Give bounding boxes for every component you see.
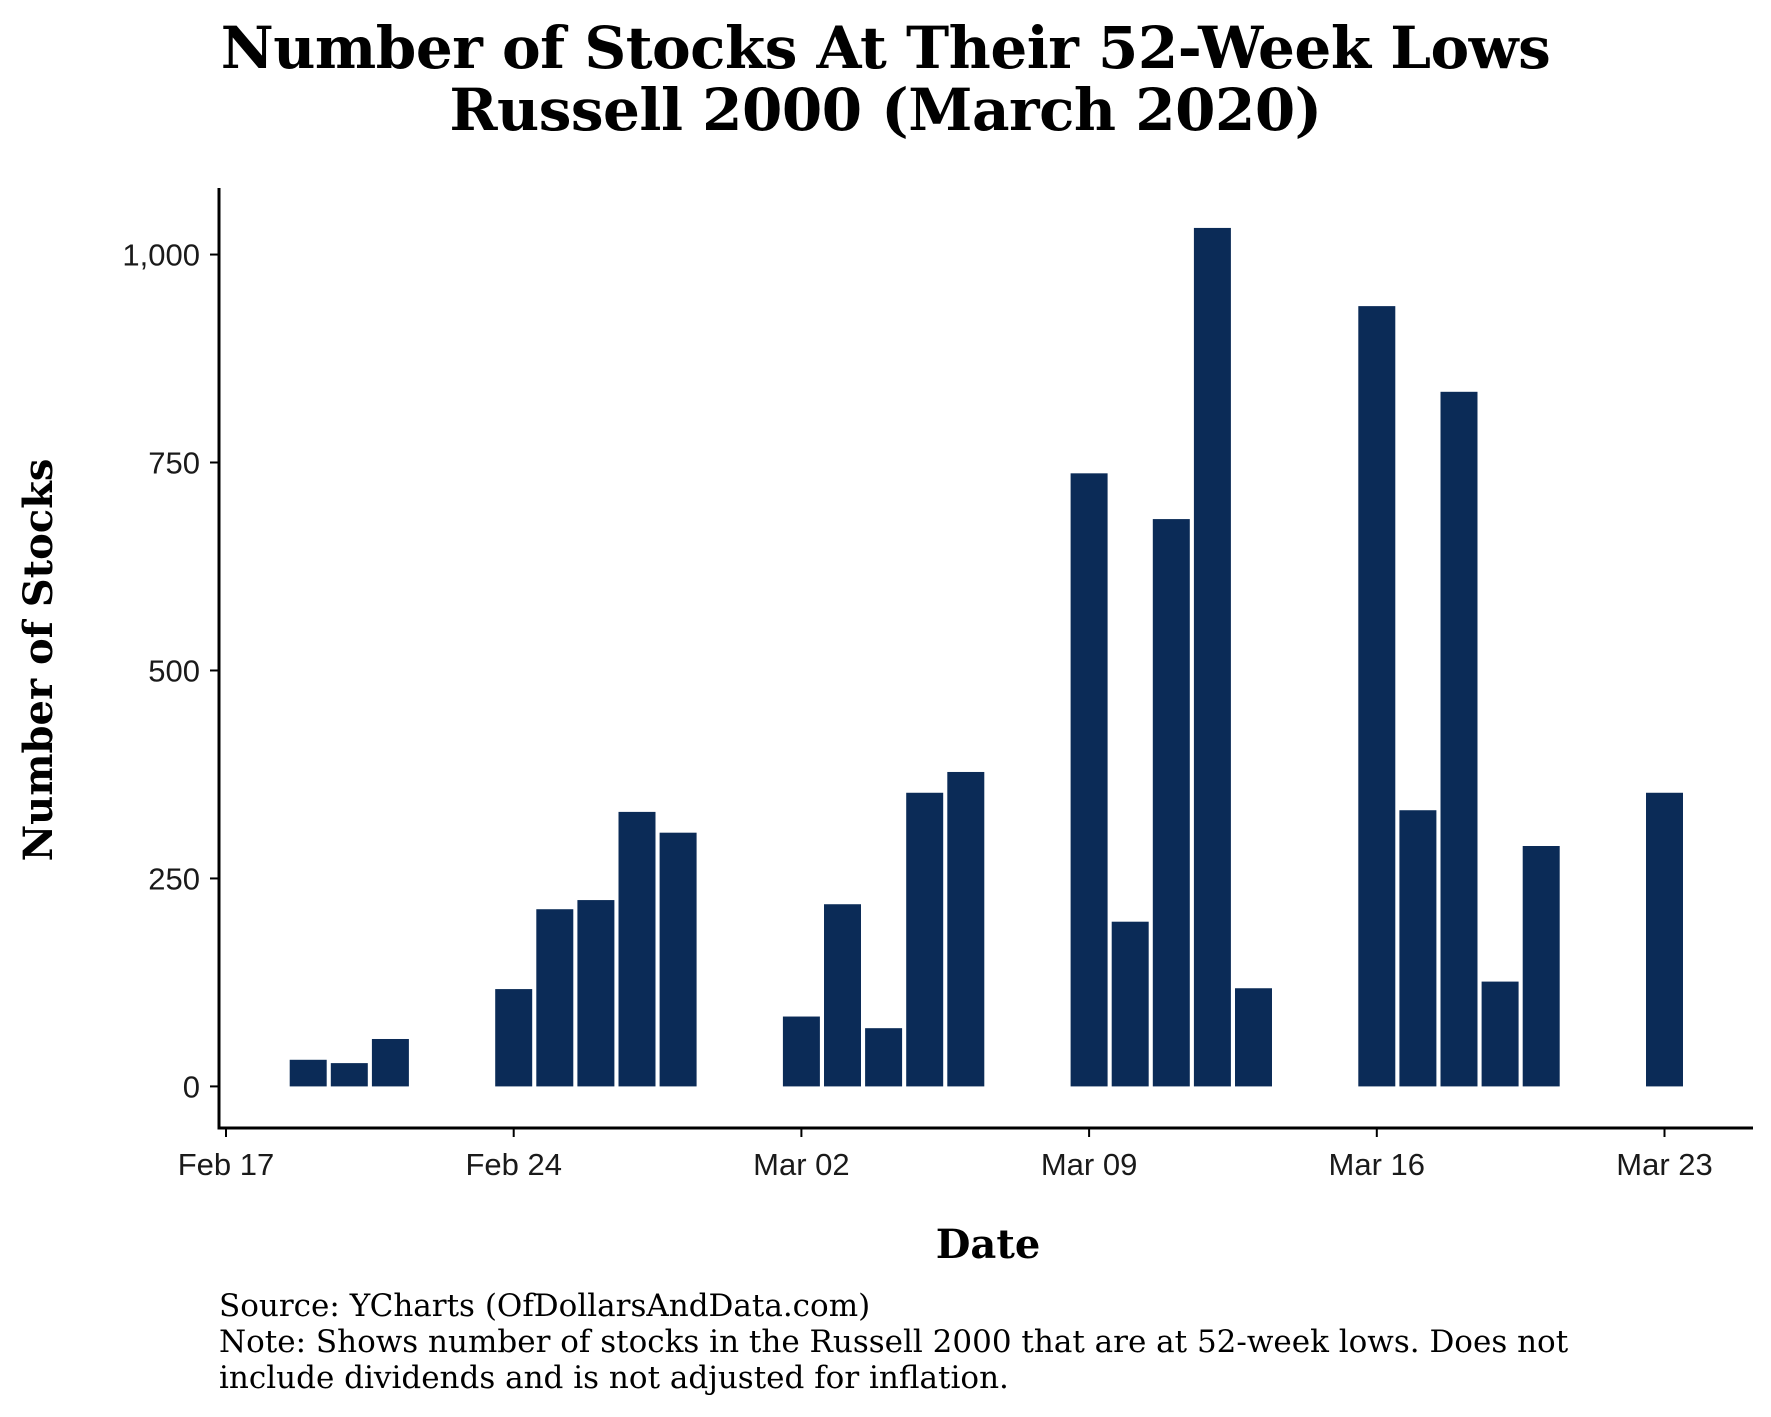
chart-subtitle: Russell 2000 (March 2020) <box>449 76 1322 144</box>
bar-2020-03-06 <box>947 771 985 1087</box>
x-tick-label: Mar 16 <box>1329 1147 1425 1182</box>
y-axis-label: Number of Stocks <box>15 459 62 862</box>
bar-2020-02-20 <box>330 1063 368 1087</box>
axes-group <box>217 188 1753 1130</box>
source-note: Source: YCharts (OfDollarsAndData.com) <box>219 1288 871 1324</box>
bar-2020-02-26 <box>577 900 615 1087</box>
bar-2020-02-19 <box>289 1059 327 1087</box>
x-tick-label: Feb 17 <box>178 1147 275 1182</box>
x-tick-label: Mar 02 <box>753 1147 849 1182</box>
bar-2020-03-02 <box>782 1016 820 1087</box>
bar-2020-03-04 <box>865 1028 903 1087</box>
bar-2020-03-09 <box>1070 473 1108 1087</box>
bar-2020-03-20 <box>1522 846 1560 1087</box>
bar-2020-03-18 <box>1440 391 1478 1087</box>
x-axis-label: Date <box>936 1221 1041 1268</box>
footnote-line-1: Note: Shows number of stocks in the Russ… <box>219 1324 1569 1360</box>
bar-2020-02-21 <box>371 1038 409 1087</box>
y-tick-label: 250 <box>148 861 200 896</box>
ticks-group: 0 250 500 750 1,000 Feb 17 Feb 24 Mar 02 Mar 09 M… <box>122 238 1712 1182</box>
bar-2020-02-24 <box>495 989 533 1087</box>
bar-2020-02-28 <box>659 832 697 1087</box>
x-tick-label: Mar 09 <box>1041 1147 1137 1182</box>
bar-2020-03-16 <box>1358 306 1396 1087</box>
y-tick-label: 1,000 <box>122 238 200 273</box>
bar-2020-02-27 <box>618 811 656 1087</box>
footnote-line-2: include dividends and is not adjusted fo… <box>219 1360 1009 1396</box>
bar-2020-03-23 <box>1646 792 1683 1087</box>
bar-2020-03-10 <box>1111 921 1149 1087</box>
bars-group <box>289 227 1683 1087</box>
footnote: Note: Shows number of stocks in the Russ… <box>219 1324 1739 1396</box>
x-tick-label: Mar 23 <box>1616 1147 1712 1182</box>
y-tick-label: 0 <box>183 1069 200 1104</box>
bar-2020-03-05 <box>906 792 944 1087</box>
bar-2020-03-17 <box>1399 810 1437 1087</box>
chart-title: Number of Stocks At Their 52-Week Lows <box>220 14 1551 82</box>
bar-2020-02-25 <box>536 909 574 1087</box>
bar-2020-03-03 <box>824 904 861 1087</box>
y-tick-label: 500 <box>148 653 200 688</box>
bar-2020-03-11 <box>1152 519 1190 1087</box>
bar-2020-03-12 <box>1193 227 1231 1087</box>
x-tick-label: Feb 24 <box>465 1147 562 1182</box>
y-tick-label: 750 <box>148 446 200 481</box>
bar-2020-03-13 <box>1235 988 1272 1087</box>
bar-2020-03-19 <box>1481 981 1519 1087</box>
